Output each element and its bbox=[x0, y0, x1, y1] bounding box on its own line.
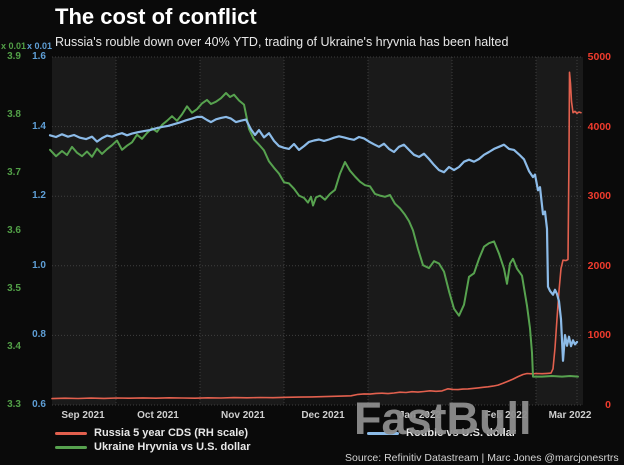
month-band bbox=[536, 57, 583, 405]
x-axis-label: Dec 2021 bbox=[301, 410, 345, 421]
right-axis-tick: 3000 bbox=[587, 190, 611, 203]
series-line-hryvnia bbox=[49, 92, 579, 378]
chart-title: The cost of conflict bbox=[55, 4, 257, 29]
legend-item-hryvnia: Ukraine Hryvnia vs U.S. dollar bbox=[55, 441, 251, 454]
blue-axis-tick: 1.6 bbox=[32, 51, 46, 62]
green-axis-tick: 3.7 bbox=[7, 167, 21, 178]
green-axis-tick: 3.9 bbox=[7, 51, 21, 62]
green-axis-tick: 3.8 bbox=[7, 109, 21, 120]
legend-label: Russia 5 year CDS (RH scale) bbox=[94, 427, 249, 439]
blue-axis-tick: 1.0 bbox=[32, 259, 46, 271]
legend-item-rouble: Rouble vs U.S. dollar bbox=[367, 427, 516, 440]
legend-label: Rouble vs U.S. dollar bbox=[406, 427, 517, 439]
rouble-legend-line bbox=[367, 432, 399, 435]
right-axis-tick: 2000 bbox=[587, 259, 611, 272]
green-axis-tick: 3.5 bbox=[7, 283, 21, 294]
chart-subtitle: Russia's rouble down over 40% YTD, tradi… bbox=[55, 35, 509, 49]
green-axis-multiplier: x 0.01 bbox=[1, 41, 27, 51]
x-axis-label: Mar 2022 bbox=[548, 410, 592, 421]
green-axis-tick: 3.6 bbox=[7, 225, 21, 236]
legend-label: Ukraine Hryvnia vs U.S. dollar bbox=[94, 441, 251, 453]
x-axis-label: Jan 2022 bbox=[398, 410, 442, 421]
x-axis-label: Sep 2021 bbox=[61, 410, 105, 421]
right-axis-tick: 0 bbox=[605, 399, 611, 411]
cds-legend-line bbox=[55, 432, 87, 435]
x-axis-label: Oct 2021 bbox=[137, 410, 179, 421]
blue-axis-multiplier: x 0.01 bbox=[27, 41, 53, 51]
right-axis-tick: 1000 bbox=[587, 329, 611, 342]
right-axis-tick: 4000 bbox=[587, 120, 611, 133]
source-credit: Source: Refinitiv Datastream | Marc Jone… bbox=[345, 452, 619, 464]
plot-background bbox=[52, 57, 583, 405]
month-band bbox=[368, 57, 452, 405]
blue-axis-tick: 1.4 bbox=[32, 120, 46, 132]
legend-item-cds: Russia 5 year CDS (RH scale) bbox=[55, 427, 248, 440]
x-axis-label: Nov 2021 bbox=[221, 410, 265, 421]
blue-axis-tick: 0.6 bbox=[32, 399, 46, 410]
month-band bbox=[52, 57, 116, 405]
blue-axis-tick: 0.8 bbox=[32, 329, 46, 341]
x-axis-label: Feb 2022 bbox=[484, 410, 528, 421]
hryvnia-legend-line bbox=[55, 446, 87, 449]
month-band bbox=[200, 57, 284, 405]
series-line-cds bbox=[51, 71, 582, 400]
series-line-rouble bbox=[48, 115, 579, 362]
blue-axis-tick: 1.2 bbox=[32, 190, 46, 202]
fastbull-watermark: FastBull bbox=[354, 393, 532, 444]
green-axis-tick: 3.4 bbox=[7, 341, 21, 352]
green-axis-tick: 3.3 bbox=[7, 399, 21, 410]
right-axis-tick: 5000 bbox=[587, 51, 611, 63]
